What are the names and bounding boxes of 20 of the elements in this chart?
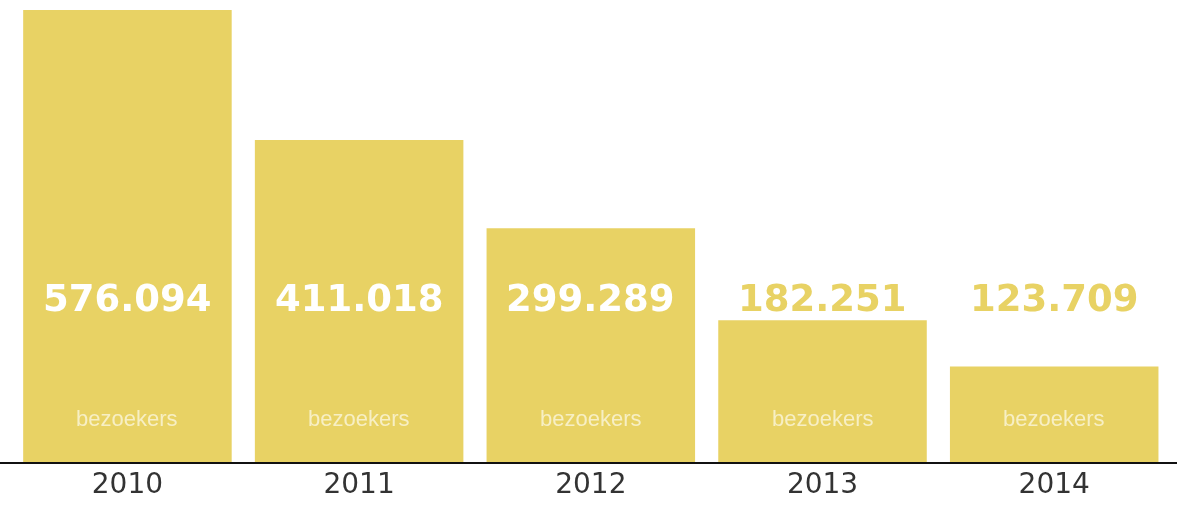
data-label: 411.018: [275, 277, 444, 320]
data-label: 299.289: [506, 277, 675, 320]
x-tick-label: 2010: [91, 467, 164, 500]
bar: [718, 320, 927, 464]
data-label: 123.709: [970, 277, 1139, 320]
x-tick-label: 2011: [323, 467, 395, 500]
annotation: bezoekers: [540, 406, 642, 431]
bar: [949, 366, 1159, 464]
bar: [254, 140, 464, 464]
annotation: bezoekers: [76, 406, 178, 431]
annotation: bezoekers: [1003, 406, 1105, 431]
data-label: 182.251: [738, 277, 907, 320]
x-tick-label: 2013: [786, 467, 859, 500]
annotation: bezoekers: [308, 406, 410, 431]
annotation: bezoekers: [772, 406, 874, 431]
x-tick-label: 2012: [555, 467, 627, 500]
x-tick-label: 2014: [1018, 467, 1090, 500]
bar: [486, 228, 696, 464]
bar: [23, 10, 232, 464]
data-label: 576.094: [43, 277, 212, 320]
